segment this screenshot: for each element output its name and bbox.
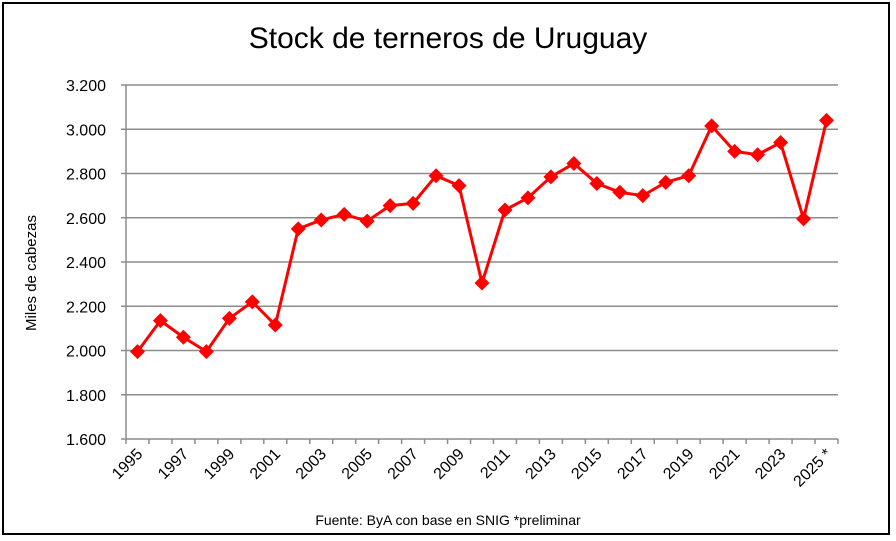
chart-title: Stock de terneros de Uruguay (248, 22, 648, 55)
data-point-marker (681, 168, 697, 184)
data-point-marker (520, 190, 536, 206)
data-point-marker (773, 135, 789, 151)
data-point-marker (566, 156, 582, 172)
x-tick-label: 2003 (293, 446, 330, 483)
x-tick-label: 2001 (247, 446, 284, 483)
x-tick-label: 2023 (752, 446, 789, 483)
x-tick-label: 2021 (706, 446, 743, 483)
y-axis-label: Miles de cabezas (23, 215, 40, 331)
y-tick-label: 2.200 (66, 299, 106, 316)
data-point-marker (129, 344, 145, 360)
data-point-marker (796, 211, 812, 227)
x-tick-label: 1995 (109, 446, 146, 483)
x-tick-label: 2005 (339, 446, 376, 483)
data-point-marker (382, 198, 398, 214)
y-tick-label: 2.800 (66, 167, 106, 184)
gridlines (126, 84, 838, 396)
data-point-marker (313, 212, 329, 228)
data-point-marker (658, 174, 674, 190)
data-point-marker (750, 147, 766, 163)
data-point-marker (819, 112, 835, 128)
chart-frame (2, 2, 890, 535)
axes (121, 84, 839, 444)
y-tick-label: 2.400 (66, 255, 106, 272)
data-point-marker (497, 202, 513, 218)
data-point-marker (612, 184, 628, 200)
data-point-marker (359, 213, 375, 229)
data-point-marker (336, 206, 352, 222)
data-point-marker (152, 313, 168, 329)
x-tick-label: 2019 (660, 446, 697, 483)
series (129, 112, 835, 360)
x-tick-label: 2011 (477, 446, 513, 482)
data-point-marker (543, 169, 559, 185)
y-tick-labels: 1.600 1.800 2.000 2.200 2.400 2.600 2.800 3.000… (66, 78, 106, 449)
x-tick-label: 1999 (201, 446, 238, 483)
data-point-marker (175, 329, 191, 345)
data-point-marker (451, 178, 467, 194)
x-tick-label: 2017 (614, 446, 651, 483)
data-point-marker (221, 310, 237, 326)
source-note: Fuente: ByA con base en SNIG *preliminar (315, 512, 581, 528)
x-tick-label: 2007 (385, 446, 422, 483)
data-point-marker (474, 275, 490, 291)
y-tick-label: 2.600 (66, 211, 106, 228)
data-point-marker (428, 168, 444, 184)
data-point-marker (244, 294, 260, 310)
data-point-marker (290, 221, 306, 237)
data-point-marker (198, 344, 214, 360)
y-tick-label: 1.800 (66, 388, 106, 405)
x-tick-label: 2025 * (791, 446, 836, 491)
data-point-marker (589, 175, 605, 191)
data-point-marker (635, 188, 651, 204)
y-tick-label: 1.600 (66, 432, 106, 449)
series-line (136, 120, 828, 354)
data-point-marker (704, 118, 720, 134)
y-tick-label: 3.000 (66, 122, 106, 139)
data-point-marker (405, 195, 421, 211)
y-tick-label: 3.200 (66, 78, 106, 95)
data-point-marker (727, 143, 743, 159)
data-point-marker (267, 317, 283, 333)
x-tick-label: 1997 (155, 446, 192, 483)
x-tick-label: 2009 (431, 446, 468, 483)
x-tick-label: 2013 (523, 446, 560, 483)
y-tick-label: 2.000 (66, 344, 106, 361)
x-tick-labels: 1995 1997 1999 2001 2003 2005 2007 2009 2011 2013… (109, 446, 835, 491)
x-tick-label: 2015 (568, 446, 605, 483)
